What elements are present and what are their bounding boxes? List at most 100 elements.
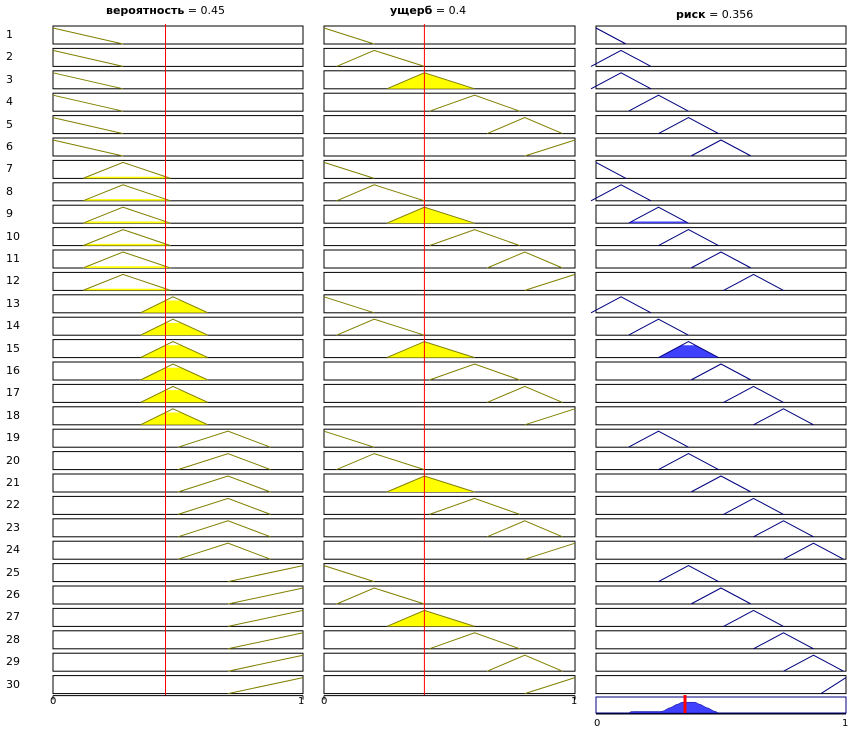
input2-mf-box[interactable] xyxy=(323,540,576,560)
input1-mf-box[interactable] xyxy=(52,25,304,45)
input1-mf-box[interactable] xyxy=(52,428,304,448)
input2-mf-box[interactable] xyxy=(323,249,576,269)
input1-mf-curve xyxy=(82,229,171,247)
output-mf-box[interactable] xyxy=(595,294,847,314)
input2-mf-fill xyxy=(386,610,475,627)
input1-mf-box[interactable] xyxy=(52,540,304,560)
output-mf-box[interactable] xyxy=(595,563,847,583)
input1-mf-box[interactable] xyxy=(52,473,304,493)
input2-mf-box[interactable] xyxy=(323,271,576,291)
input1-mf-box[interactable] xyxy=(52,92,304,112)
input2-mf-box[interactable] xyxy=(323,585,576,605)
aggregate-output-box[interactable] xyxy=(595,696,847,714)
input1-mf-box[interactable] xyxy=(52,451,304,471)
input1-mf-box[interactable] xyxy=(52,495,304,515)
output-mf-box[interactable] xyxy=(595,115,847,135)
input2-mf-curve xyxy=(323,27,375,45)
input2-mf-box[interactable] xyxy=(323,361,576,381)
output-mf-curve xyxy=(723,497,784,515)
input2-mf-box[interactable] xyxy=(323,406,576,426)
input2-mf-box[interactable] xyxy=(323,630,576,650)
output-mf-box[interactable] xyxy=(595,361,847,381)
input2-mf-box[interactable] xyxy=(323,227,576,247)
output-mf-box[interactable] xyxy=(595,227,847,247)
input2-mf-fill xyxy=(386,476,475,492)
input2-mf-box[interactable] xyxy=(323,25,576,45)
output-mf-box[interactable] xyxy=(595,383,847,403)
output-mf-box[interactable] xyxy=(595,518,847,538)
output-mf-box[interactable] xyxy=(595,406,847,426)
input2-mf-box[interactable] xyxy=(323,294,576,314)
rule-number: 8 xyxy=(6,184,13,198)
input1-mf-curve xyxy=(177,542,271,560)
input1-title: вероятность = 0.45 xyxy=(106,4,225,17)
input1-mf-curve xyxy=(227,654,304,672)
output-mf-box[interactable] xyxy=(595,249,847,269)
input2-mf-box[interactable] xyxy=(323,563,576,583)
input1-mf-curve xyxy=(177,475,271,493)
input1-mf-box[interactable] xyxy=(52,70,304,90)
output-mf-box[interactable] xyxy=(595,204,847,224)
input2-value: = 0.4 xyxy=(432,4,467,17)
input2-mf-box[interactable] xyxy=(323,115,576,135)
output-mf-box[interactable] xyxy=(595,495,847,515)
output-mf-curve xyxy=(628,94,689,112)
output-mf-box[interactable] xyxy=(595,137,847,157)
input2-mf-box[interactable] xyxy=(323,495,576,515)
output-mf-curve xyxy=(753,632,814,650)
output-mf-box[interactable] xyxy=(595,271,847,291)
output-mf-box[interactable] xyxy=(595,339,847,359)
output-mf-curve xyxy=(590,49,652,67)
input1-mf-box[interactable] xyxy=(52,137,304,157)
input2-mf-curve xyxy=(524,139,576,157)
output-mf-box[interactable] xyxy=(595,47,847,67)
output-mf-box[interactable] xyxy=(595,70,847,90)
input1-mf-fill xyxy=(140,367,208,380)
output-mf-box[interactable] xyxy=(595,540,847,560)
output-mf-box[interactable] xyxy=(595,473,847,493)
input2-mf-curve xyxy=(486,385,563,403)
input1-mf-box[interactable] xyxy=(52,607,304,627)
input1-mf-curve xyxy=(227,677,304,695)
output-mf-box[interactable] xyxy=(595,92,847,112)
input1-mf-box[interactable] xyxy=(52,652,304,672)
input2-mf-box[interactable] xyxy=(323,675,576,695)
input2-mf-box[interactable] xyxy=(323,137,576,157)
output-mf-box[interactable] xyxy=(595,25,847,45)
output-mf-curve xyxy=(723,385,784,403)
input1-mf-curve xyxy=(82,161,171,179)
output-mf-box[interactable] xyxy=(595,675,847,695)
output-mf-box[interactable] xyxy=(595,607,847,627)
input2-mf-box[interactable] xyxy=(323,47,576,67)
input2-mf-box[interactable] xyxy=(323,652,576,672)
input2-mf-box[interactable] xyxy=(323,518,576,538)
input1-mf-box[interactable] xyxy=(52,47,304,67)
input2-mf-box[interactable] xyxy=(323,159,576,179)
input2-mf-box[interactable] xyxy=(323,428,576,448)
output-mf-box[interactable] xyxy=(595,652,847,672)
input1-mf-box[interactable] xyxy=(52,115,304,135)
output-mf-curve xyxy=(783,542,844,560)
input1-mf-curve xyxy=(177,453,271,471)
output-mf-box[interactable] xyxy=(595,316,847,336)
output-mf-box[interactable] xyxy=(595,159,847,179)
input1-mf-box[interactable] xyxy=(52,585,304,605)
output-mf-curve xyxy=(753,408,814,426)
input2-mf-box[interactable] xyxy=(323,383,576,403)
output-mf-box[interactable] xyxy=(595,428,847,448)
input2-mf-box[interactable] xyxy=(323,182,576,202)
input1-mf-box[interactable] xyxy=(52,518,304,538)
input1-mf-curve xyxy=(52,27,124,45)
output-mf-box[interactable] xyxy=(595,182,847,202)
output-mf-box[interactable] xyxy=(595,630,847,650)
output-mf-box[interactable] xyxy=(595,585,847,605)
input2-mf-box[interactable] xyxy=(323,92,576,112)
input2-mf-box[interactable] xyxy=(323,316,576,336)
input1-mf-box[interactable] xyxy=(52,630,304,650)
output-mf-box[interactable] xyxy=(595,451,847,471)
rule-number: 21 xyxy=(6,476,20,489)
input2-mf-box[interactable] xyxy=(323,451,576,471)
input1-mf-box[interactable] xyxy=(52,675,304,695)
input1-mf-box[interactable] xyxy=(52,563,304,583)
